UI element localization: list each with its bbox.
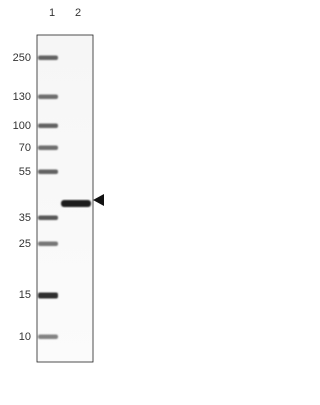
membrane [36, 34, 94, 363]
marker-band [38, 169, 58, 174]
marker-label: 25 [19, 238, 31, 250]
western-blot: 1 2 250 130 100 70 55 35 25 15 10 [13, 7, 104, 363]
marker-band [38, 215, 58, 220]
marker-band [38, 334, 58, 339]
marker-label: 15 [19, 289, 31, 301]
marker-label: 10 [19, 331, 31, 343]
marker-band [38, 123, 58, 128]
marker-band [38, 292, 58, 299]
lane-label: 2 [75, 7, 81, 19]
marker-band [38, 94, 58, 99]
marker-band [38, 55, 58, 60]
marker-band [38, 145, 58, 150]
marker-label: 100 [13, 120, 31, 132]
lane-label: 1 [49, 7, 55, 19]
marker-label: 130 [13, 91, 31, 103]
marker-label: 55 [19, 166, 31, 178]
marker-label: 250 [13, 52, 31, 64]
band-arrow [93, 194, 104, 206]
target-band [61, 200, 91, 207]
marker-label: 70 [19, 142, 31, 154]
marker-band [38, 241, 58, 246]
marker-label: 35 [19, 212, 31, 224]
